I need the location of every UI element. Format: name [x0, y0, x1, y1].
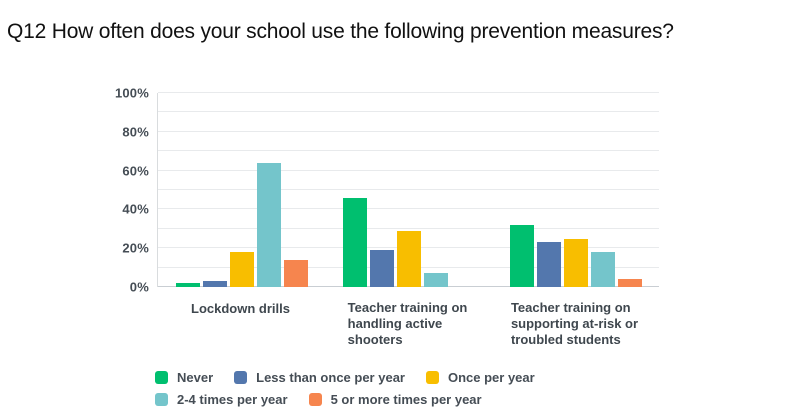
legend-swatch-never	[155, 371, 168, 384]
category-label-lockdown-drills: Lockdown drills	[157, 300, 324, 349]
legend-item-never: Never	[155, 370, 213, 385]
legend-item-once-per-year: Once per year	[425, 370, 535, 385]
legend-label: Less than once per year	[256, 370, 405, 385]
bar-less-than-once-per-year-teacher-training-on-handling-active-shooters	[369, 250, 394, 287]
chart-title: Q12 How often does your school use the f…	[7, 20, 674, 43]
legend-swatch-once-per-year	[425, 371, 439, 384]
bar-2-4-times-per-year-teacher-training-on-handling-active-shooters	[423, 273, 448, 287]
category-label-text: Teacher training on supporting at-risk or…	[510, 300, 639, 347]
bar-2-4-times-per-year-lockdown-drills	[256, 162, 281, 287]
bar-group-teacher-training-on-supporting-at-risk-or-troubled-students	[492, 93, 659, 287]
legend-swatch-less-than-once-per-year	[234, 371, 248, 384]
legend-swatch-2-4-times-per-year	[155, 393, 168, 406]
bar-less-than-once-per-year-lockdown-drills	[202, 281, 227, 287]
bar-once-per-year-lockdown-drills	[229, 252, 254, 287]
y-axis: 100% 80% 60% 40% 20% 0%	[0, 86, 149, 295]
y-tick-label: 40%	[122, 201, 149, 217]
bar-never-teacher-training-on-handling-active-shooters	[342, 197, 367, 287]
bar-5-or-more-times-per-year-lockdown-drills	[283, 259, 308, 287]
legend-label: Never	[177, 370, 214, 385]
bar-never-lockdown-drills	[175, 283, 200, 287]
x-axis-labels: Lockdown drills Teacher training on handli…	[157, 300, 658, 349]
y-tick-label: 0%	[129, 279, 149, 295]
bar-less-than-once-per-year-teacher-training-on-supporting-at-risk-or-troubled-students	[536, 242, 561, 287]
y-tick-label: 60%	[122, 163, 149, 179]
category-label-teacher-training-on-supporting-at-risk-or-troubled-students: Teacher training on supporting at-risk or…	[491, 300, 658, 349]
bar-once-per-year-teacher-training-on-handling-active-shooters	[396, 230, 421, 287]
y-tick-label: 20%	[122, 240, 149, 256]
bar-once-per-year-teacher-training-on-supporting-at-risk-or-troubled-students	[563, 238, 588, 287]
category-label-text: Lockdown drills	[191, 301, 290, 316]
legend-item-2-4-times-per-year: 2-4 times per year	[155, 392, 288, 407]
legend-swatch-5-or-more-times-per-year	[308, 393, 322, 406]
bar-never-teacher-training-on-supporting-at-risk-or-troubled-students	[509, 224, 534, 287]
bar-group-lockdown-drills	[158, 93, 325, 287]
legend-item-5-or-more-times-per-year: 5 or more times per year	[308, 392, 482, 407]
category-label-teacher-training-on-handling-active-shooters: Teacher training on handling active shoote…	[324, 300, 491, 349]
y-tick-label: 100%	[114, 85, 149, 101]
legend-label: 5 or more times per year	[330, 392, 482, 407]
bar-2-4-times-per-year-teacher-training-on-supporting-at-risk-or-troubled-students	[590, 252, 615, 287]
legend-label: Once per year	[447, 370, 535, 385]
legend: Never Less than once per year Once per yea…	[155, 370, 565, 407]
legend-item-less-than-once-per-year: Less than once per year	[234, 370, 405, 385]
category-label-text: Teacher training on handling active shoote…	[347, 300, 468, 347]
legend-label: 2-4 times per year	[177, 392, 288, 407]
bar-group-teacher-training-on-handling-active-shooters	[325, 93, 492, 287]
bar-5-or-more-times-per-year-teacher-training-on-supporting-at-risk-or-troubled-students	[617, 279, 642, 287]
y-tick-label: 80%	[122, 124, 149, 140]
plot-area	[157, 92, 659, 287]
